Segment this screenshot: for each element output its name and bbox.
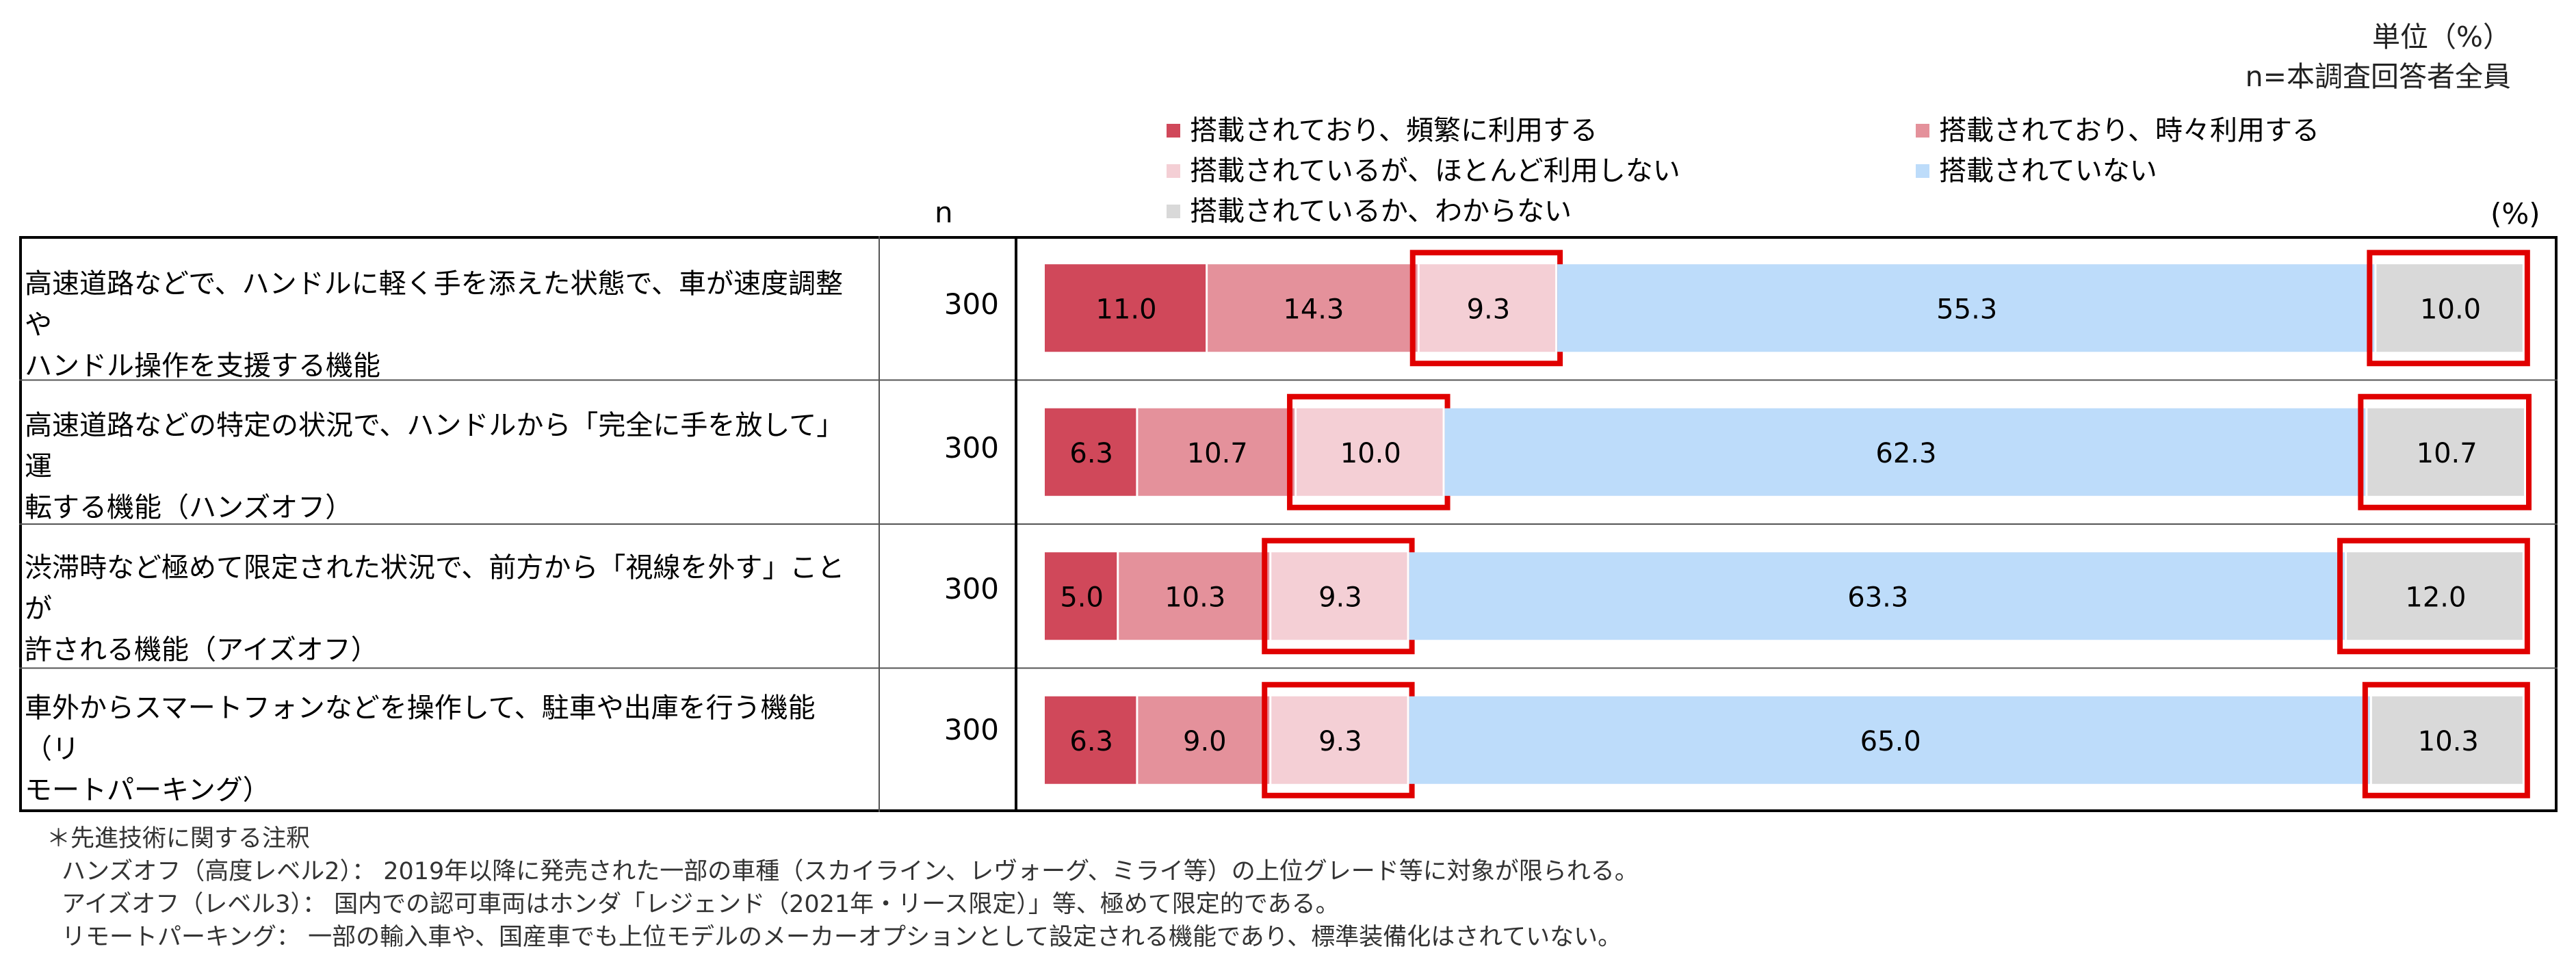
bar-row1-series4 [1557,264,2375,352]
value-label-row4-series1: 6.3 [1069,726,1113,757]
unit-label: 単位（%） [2372,21,2511,53]
value-label-row1-series2: 14.3 [1283,294,1344,325]
bar-row3-series5 [2347,552,2523,640]
value-label-row2-series5: 10.7 [2417,438,2477,469]
bar-row4-series4 [1409,696,2370,784]
legend-item-rarely: 搭載されているが、ほとんど利用しない [1167,151,1680,191]
row-label-1: 高速道路などで、ハンドルに軽く手を添えた状態で、車が速度調整や ハンドル操作を支… [25,263,859,387]
legend-item-often: 搭載されており、頻繁に利用する [1167,111,1598,151]
value-label-row3-series1: 5.0 [1060,582,1104,613]
legend-label-unknown: 搭載されているか、わからない [1190,196,1572,227]
legend-swatch-not-equipped [1916,164,1929,178]
row-label-1-line-2: ハンドル操作を支援する機能 [25,350,380,382]
value-label-row4-series2: 9.0 [1183,726,1227,757]
value-label-row4-series5: 10.3 [2418,726,2479,757]
percent-unit-marker: (%) [2490,197,2540,231]
value-label-row3-series5: 12.0 [2405,582,2466,613]
sample-label: n=本調査回答者全員 [2245,60,2511,93]
footnote-hands-off: ハンズオフ（高度レベル2）： 2019年以降に発売された一部の車種（スカイライン… [62,858,1639,885]
footnote-remote-parking: リモートパーキング： 一部の輸入車や、国産車でも上位モデルのメーカーオプションと… [62,924,1622,951]
bar-row4-series5 [2371,696,2523,784]
bar-row1-series2 [1208,264,1418,352]
bar-row2-series3 [1297,408,1443,496]
row-n-3: 300 [944,572,999,605]
value-label-row4-series4: 65.0 [1860,726,1921,757]
value-label-row2-series4: 62.3 [1875,438,1936,469]
bar-row2-series2 [1138,408,1295,496]
highlight-box-row4-series5 [2362,681,2530,798]
value-label-row1-series1: 11.0 [1096,294,1157,325]
bar-row4-series1 [1045,696,1136,784]
bar-row1-series1 [1045,264,1206,352]
value-label-row3-series4: 63.3 [1847,582,1908,613]
value-label-row3-series3: 9.3 [1318,582,1362,613]
bar-row3-series3 [1271,552,1407,640]
bar-row2-series5 [2367,408,2524,496]
legend-swatch-often [1167,124,1180,138]
value-label-row3-series2: 10.3 [1165,582,1225,613]
row-label-2-line-1: 高速道路などの特定の状況で、ハンドルから「完全に手を放して」運 [25,410,844,482]
row-label-3-line-1: 渋滞時など極めて限定された状況で、前方から「視線を外す」ことが [25,552,845,625]
row-label-4-line-1: 車外からスマートフォンなどを操作して、駐車や出庫を行う機能（リ [25,692,816,765]
legend-item-sometimes: 搭載されており、時々利用する [1916,111,2319,151]
bar-row2-series1 [1045,408,1136,496]
row-n-4: 300 [944,713,999,746]
bar-row3-series4 [1409,552,2345,640]
row-label-4: 車外からスマートフォンなどを操作して、駐車や出庫を行う機能（リ モートパーキング… [25,688,859,811]
bar-row3-series1 [1045,552,1117,640]
legend-label-not-equipped: 搭載されていない [1939,155,2157,187]
legend-item-not-equipped: 搭載されていない [1916,151,2157,191]
legend-swatch-rarely [1167,164,1180,178]
row-n-2: 300 [944,431,999,465]
bar-row1-series5 [2376,264,2523,352]
bar-row1-series3 [1419,264,1556,352]
row-label-2-line-2: 転する機能（ハンズオフ） [25,492,353,523]
bar-row4-series3 [1271,696,1407,784]
row-label-4-line-2: モートパーキング） [25,774,270,806]
n-column-header: n [935,196,953,229]
bar-row4-series2 [1138,696,1270,784]
legend-swatch-unknown [1167,205,1180,218]
row-label-1-line-1: 高速道路などで、ハンドルに軽く手を添えた状態で、車が速度調整や [25,268,843,341]
bar-row3-series2 [1119,552,1270,640]
highlight-box-row2-series5 [2358,393,2532,510]
row-label-3-line-2: 許される機能（アイズオフ） [25,634,378,666]
value-label-row1-series3: 9.3 [1467,294,1511,325]
value-label-row2-series3: 10.0 [1340,438,1401,469]
highlight-box-row1-series5 [2367,250,2530,367]
value-label-row2-series2: 10.7 [1187,438,1248,469]
legend-label-often: 搭載されており、頻繁に利用する [1190,115,1598,146]
value-label-row4-series3: 9.3 [1318,726,1362,757]
footnote-title: ＊先進技術に関する注釈 [47,825,311,852]
bar-row2-series4 [1444,408,2366,496]
row-label-2: 高速道路などの特定の状況で、ハンドルから「完全に手を放して」運 転する機能（ハン… [25,405,859,528]
footnotes: ＊先進技術に関する注釈 ハンズオフ（高度レベル2）： 2019年以降に発売された… [47,822,1639,954]
legend-label-sometimes: 搭載されており、時々利用する [1939,115,2319,146]
legend-item-unknown: 搭載されているか、わからない [1167,192,1572,231]
value-label-row1-series4: 55.3 [1936,294,1997,325]
row-label-3: 渋滞時など極めて限定された状況で、前方から「視線を外す」ことが 許される機能（ア… [25,547,859,670]
value-label-row1-series5: 10.0 [2420,294,2481,325]
legend-label-rarely: 搭載されているが、ほとんど利用しない [1190,155,1680,187]
footnote-eyes-off: アイズオフ（レベル3）： 国内での認可車両はホンダ「レジェンド（2021年・リー… [62,891,1340,918]
value-label-row2-series1: 6.3 [1069,438,1113,469]
highlight-box-row3-series5 [2337,538,2530,655]
legend-swatch-sometimes [1916,124,1929,138]
row-n-1: 300 [944,287,999,321]
